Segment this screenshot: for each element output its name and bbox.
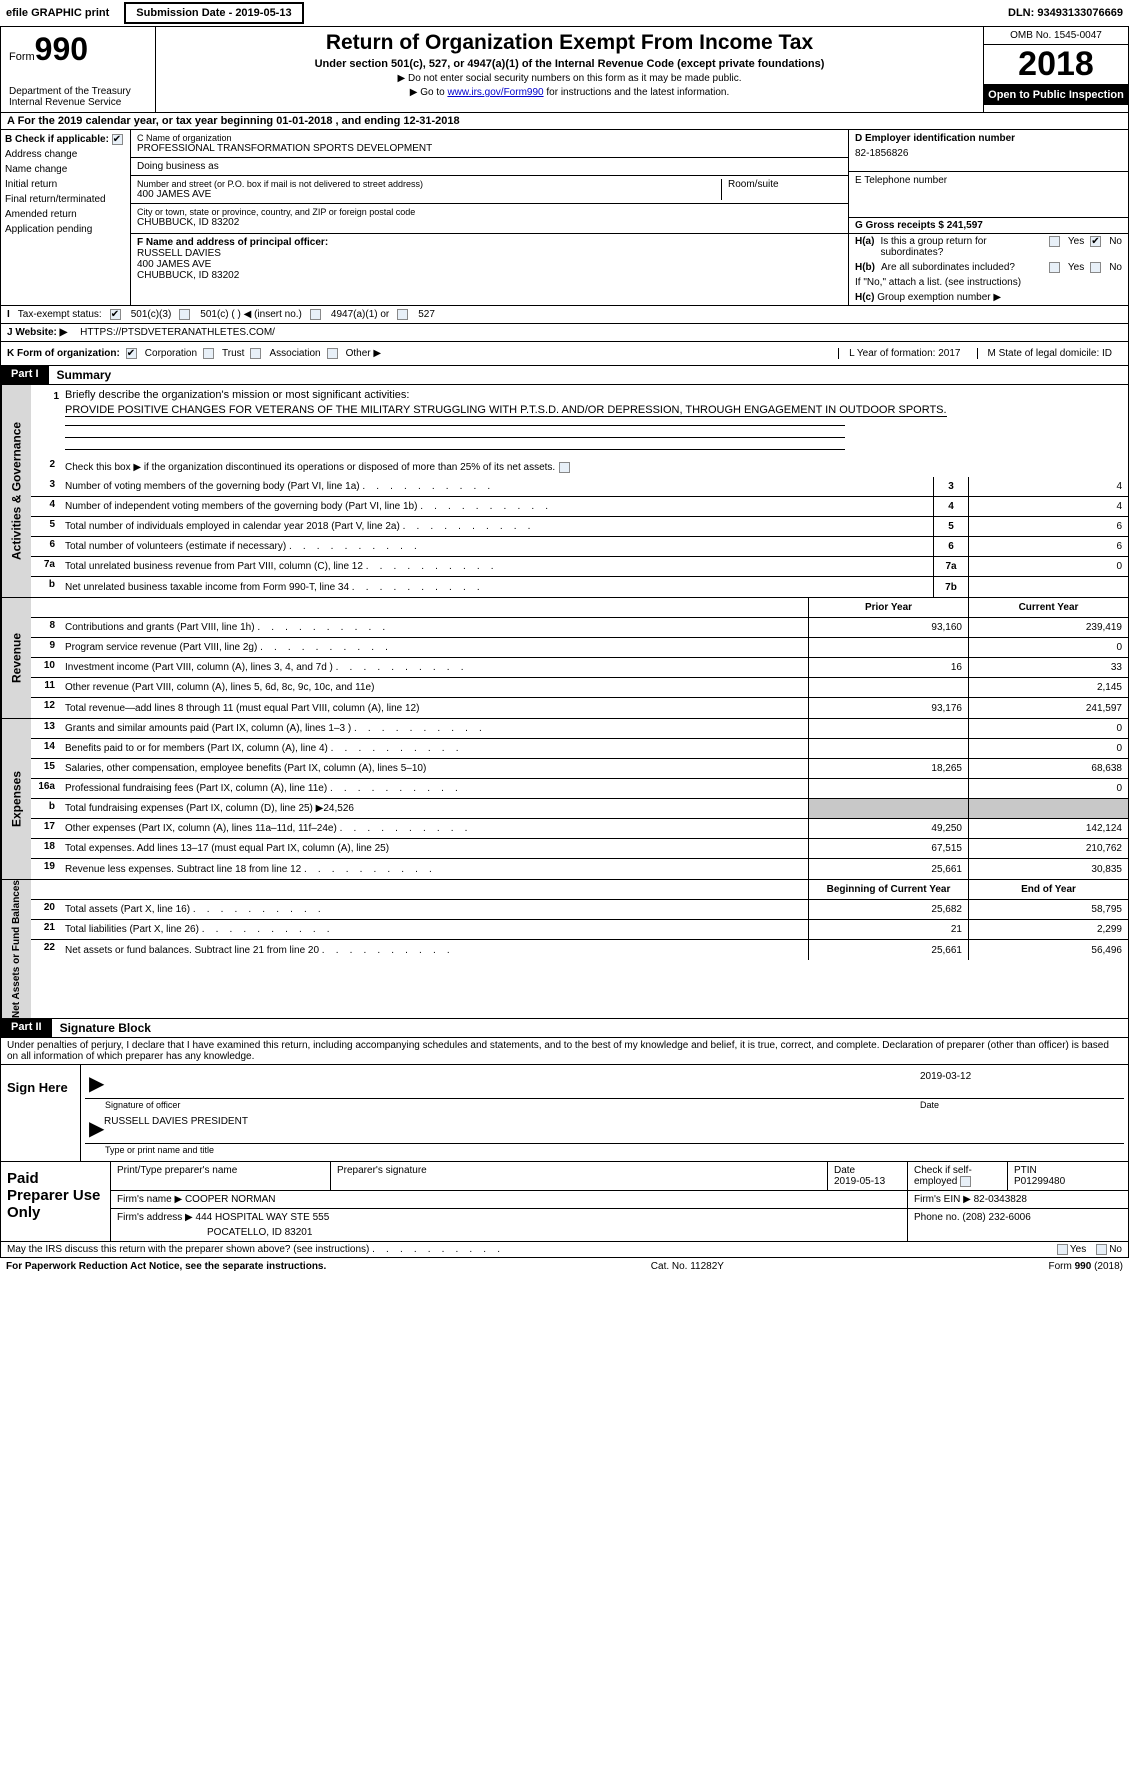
header-center: Return of Organization Exempt From Incom… — [156, 27, 983, 112]
city-cell: City or town, state or province, country… — [131, 204, 848, 231]
box-c: C Name of organization PROFESSIONAL TRAN… — [131, 130, 1128, 305]
open-inspection: Open to Public Inspection — [984, 85, 1128, 105]
dept-label: Department of the Treasury Internal Reve… — [9, 86, 147, 108]
dba-cell: Doing business as — [131, 158, 848, 176]
checkbox-icon[interactable] — [250, 348, 261, 359]
row-j: J Website: ▶ HTTPS://PTSDVETERANATHLETES… — [0, 324, 1129, 342]
checkbox-icon[interactable] — [559, 462, 570, 473]
netassets-section: Net Assets or Fund Balances Beginning of… — [0, 880, 1129, 1019]
omb-number: OMB No. 1545-0047 — [984, 27, 1128, 45]
check-address-change: Address change — [5, 149, 126, 160]
efile-label: efile GRAPHIC print — [6, 7, 109, 19]
checkbox-icon[interactable] — [1049, 262, 1060, 273]
check-final-return: Final return/terminated — [5, 194, 126, 205]
checkbox-icon[interactable] — [112, 134, 123, 145]
arrow-icon: ▶ — [89, 1071, 104, 1096]
website-value: HTTPS://PTSDVETERANATHLETES.COM/ — [80, 327, 275, 338]
row-i: I Tax-exempt status: 501(c)(3) 501(c) ( … — [0, 306, 1129, 324]
checkbox-icon[interactable] — [1096, 1244, 1107, 1255]
checkbox-icon[interactable] — [1057, 1244, 1068, 1255]
check-name-change: Name change — [5, 164, 126, 175]
box-b: B Check if applicable: Address change Na… — [1, 130, 131, 305]
sig-name: RUSSELL DAVIES PRESIDENT — [104, 1116, 248, 1141]
checkbox-icon[interactable] — [126, 348, 137, 359]
checkbox-icon[interactable] — [327, 348, 338, 359]
year-formation: L Year of formation: 2017 — [838, 348, 970, 359]
footer-right: Form 990 (2018) — [1049, 1261, 1124, 1272]
checkbox-icon[interactable] — [1090, 236, 1101, 247]
org-name-cell: C Name of organization PROFESSIONAL TRAN… — [131, 130, 848, 158]
irs-link[interactable]: www.irs.gov/Form990 — [447, 87, 543, 98]
sign-here-label: Sign Here — [1, 1065, 81, 1161]
side-expenses: Expenses — [1, 719, 31, 879]
paid-preparer-label: Paid Preparer Use Only — [1, 1162, 111, 1241]
room-suite: Room/suite — [722, 179, 842, 200]
mission-text: PROVIDE POSITIVE CHANGES FOR VETERANS OF… — [65, 404, 947, 417]
check-amended: Amended return — [5, 209, 126, 220]
entity-block: B Check if applicable: Address change Na… — [0, 130, 1129, 306]
side-revenue: Revenue — [1, 598, 31, 718]
page-footer: For Paperwork Reduction Act Notice, see … — [0, 1258, 1129, 1275]
side-activities: Activities & Governance — [1, 385, 31, 597]
form-number: 990 — [35, 31, 88, 67]
form-subtitle: Under section 501(c), 527, or 4947(a)(1)… — [166, 58, 973, 70]
check-initial-return: Initial return — [5, 179, 126, 190]
box-f: F Name and address of principal officer:… — [131, 234, 848, 305]
ein-label: D Employer identification number — [855, 133, 1122, 144]
footer-center: Cat. No. 11282Y — [651, 1261, 724, 1272]
activities-section: Activities & Governance 1Briefly describ… — [0, 385, 1129, 598]
form-header: Form990 Department of the Treasury Inter… — [0, 26, 1129, 113]
dln-label: DLN: 93493133076669 — [1008, 7, 1123, 19]
row-k: K Form of organization: Corporation Trus… — [0, 342, 1129, 366]
header-note2: ▶ Go to www.irs.gov/Form990 for instruct… — [166, 87, 973, 98]
checkbox-icon[interactable] — [1049, 236, 1060, 247]
paid-preparer-section: Paid Preparer Use Only Print/Type prepar… — [1, 1161, 1128, 1241]
header-right: OMB No. 1545-0047 2018 Open to Public In… — [983, 27, 1128, 112]
state-domicile: M State of legal domicile: ID — [977, 348, 1123, 359]
tax-year: 2018 — [984, 45, 1128, 85]
checkbox-icon[interactable] — [310, 309, 321, 320]
expenses-section: Expenses 13Grants and similar amounts pa… — [0, 719, 1129, 880]
discuss-row: May the IRS discuss this return with the… — [1, 1241, 1128, 1257]
header-note1: ▶ Do not enter social security numbers o… — [166, 73, 973, 84]
addr-cell: Number and street (or P.O. box if mail i… — [131, 176, 848, 204]
side-netassets: Net Assets or Fund Balances — [1, 880, 31, 1018]
revenue-section: Revenue Prior YearCurrent Year 8Contribu… — [0, 598, 1129, 719]
line-a: A For the 2019 calendar year, or tax yea… — [0, 113, 1129, 130]
box-h: H(a) Is this a group return for subordin… — [848, 234, 1128, 305]
form-title: Return of Organization Exempt From Incom… — [166, 31, 973, 55]
footer-left: For Paperwork Reduction Act Notice, see … — [6, 1261, 326, 1272]
part2-header: Part II Signature Block — [0, 1019, 1129, 1038]
sig-declaration: Under penalties of perjury, I declare th… — [1, 1038, 1128, 1064]
form-prefix: Form — [9, 51, 35, 63]
submission-date: Submission Date - 2019-05-13 — [124, 2, 303, 24]
check-app-pending: Application pending — [5, 224, 126, 235]
checkbox-icon[interactable] — [1090, 262, 1101, 273]
header-left: Form990 Department of the Treasury Inter… — [1, 27, 156, 112]
signature-section: Under penalties of perjury, I declare th… — [0, 1038, 1129, 1258]
top-bar: efile GRAPHIC print Submission Date - 20… — [0, 0, 1129, 26]
ein-value: 82-1856826 — [855, 148, 1122, 159]
checkbox-icon[interactable] — [203, 348, 214, 359]
sig-date: 2019-03-12 — [920, 1071, 1120, 1096]
checkbox-icon[interactable] — [397, 309, 408, 320]
box-de: D Employer identification number 82-1856… — [848, 130, 1128, 233]
arrow-icon: ▶ — [89, 1116, 104, 1141]
part1-header: Part I Summary — [0, 366, 1129, 385]
phone-label: E Telephone number — [855, 175, 1122, 186]
gross-receipts: G Gross receipts $ 241,597 — [849, 218, 1128, 233]
checkbox-icon[interactable] — [110, 309, 121, 320]
checkbox-icon[interactable] — [960, 1176, 971, 1187]
checkbox-icon[interactable] — [179, 309, 190, 320]
